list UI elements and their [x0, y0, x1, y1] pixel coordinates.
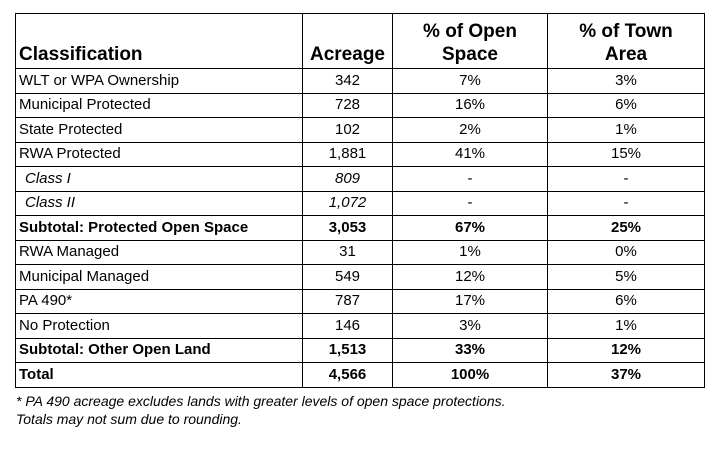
table-row: RWA Managed 31 1% 0% [15, 239, 705, 265]
footnote-rounding: Totals may not sum due to rounding. [16, 411, 242, 427]
header-pct-open-line2: Space [442, 44, 498, 65]
header-pct-open-space: % of Open Space [392, 13, 548, 69]
row-acreage: 102 [302, 117, 393, 143]
row-pct-open: 41% [392, 141, 548, 167]
row-pct-open: 17% [392, 288, 548, 314]
row-pct-open: 12% [392, 264, 548, 290]
row-pct-town: 37% [547, 362, 705, 388]
row-pct-open: 100% [392, 362, 548, 388]
table-row-subtotal: Subtotal: Protected Open Space 3,053 67%… [15, 215, 705, 241]
row-pct-town: 1% [547, 313, 705, 339]
row-pct-town: 1% [547, 117, 705, 143]
row-acreage: 809 [302, 166, 393, 192]
row-acreage: 728 [302, 92, 393, 118]
table-row: No Protection 146 3% 1% [15, 313, 705, 339]
table-row-subtotal: Subtotal: Other Open Land 1,513 33% 12% [15, 337, 705, 363]
row-pct-town: 0% [547, 239, 705, 265]
open-space-table: Classification Acreage % of Open Space %… [15, 13, 705, 388]
header-pct-town-area: % of Town Area [547, 13, 705, 69]
row-label: Class I [15, 166, 303, 192]
footnote-pa490: * PA 490 acreage excludes lands with gre… [16, 393, 506, 409]
row-pct-town: 5% [547, 264, 705, 290]
table-row: Municipal Protected 728 16% 6% [15, 92, 705, 118]
row-pct-town: 6% [547, 288, 705, 314]
row-label: Municipal Protected [15, 92, 303, 118]
row-pct-town: - [547, 166, 705, 192]
row-label: Class II [15, 190, 303, 216]
row-label: PA 490* [15, 288, 303, 314]
row-pct-open: 33% [392, 337, 548, 363]
row-pct-town: 15% [547, 141, 705, 167]
header-acreage: Acreage [302, 13, 393, 69]
table-row-subclass: Class I 809 - - [15, 166, 705, 192]
table-row: PA 490* 787 17% 6% [15, 288, 705, 314]
row-pct-open: 67% [392, 215, 548, 241]
row-label: Total [15, 362, 303, 388]
row-acreage: 342 [302, 68, 393, 94]
header-pct-town-line2: Area [604, 44, 648, 65]
row-pct-town: - [547, 190, 705, 216]
header-pct-open-line1: % of Open [423, 21, 517, 42]
header-pct-town-line1: % of Town [579, 21, 673, 42]
table-row: WLT or WPA Ownership 342 7% 3% [15, 68, 705, 94]
table-row-total: Total 4,566 100% 37% [15, 362, 705, 388]
table-row-subclass: Class II 1,072 - - [15, 190, 705, 216]
row-acreage: 1,513 [302, 337, 393, 363]
row-acreage: 549 [302, 264, 393, 290]
row-acreage: 3,053 [302, 215, 393, 241]
row-label: Municipal Managed [15, 264, 303, 290]
row-pct-open: 16% [392, 92, 548, 118]
row-pct-town: 12% [547, 337, 705, 363]
row-label: RWA Managed [15, 239, 303, 265]
row-acreage: 1,881 [302, 141, 393, 167]
table-row: State Protected 102 2% 1% [15, 117, 705, 143]
open-space-table-container: Classification Acreage % of Open Space %… [15, 13, 705, 388]
row-pct-town: 6% [547, 92, 705, 118]
row-label: RWA Protected [15, 141, 303, 167]
row-acreage: 4,566 [302, 362, 393, 388]
row-label: Subtotal: Protected Open Space [15, 215, 303, 241]
row-pct-open: 1% [392, 239, 548, 265]
row-acreage: 31 [302, 239, 393, 265]
table-row: Municipal Managed 549 12% 5% [15, 264, 705, 290]
row-acreage: 146 [302, 313, 393, 339]
row-acreage: 1,072 [302, 190, 393, 216]
row-pct-open: 3% [392, 313, 548, 339]
row-pct-open: 2% [392, 117, 548, 143]
row-pct-open: - [392, 166, 548, 192]
header-classification: Classification [15, 13, 303, 69]
table-footnotes: * PA 490 acreage excludes lands with gre… [16, 392, 506, 428]
row-acreage: 787 [302, 288, 393, 314]
header-row: Classification Acreage % of Open Space %… [15, 13, 705, 69]
row-pct-open: - [392, 190, 548, 216]
row-pct-town: 25% [547, 215, 705, 241]
row-label: Subtotal: Other Open Land [15, 337, 303, 363]
table-row: RWA Protected 1,881 41% 15% [15, 141, 705, 167]
row-label: State Protected [15, 117, 303, 143]
row-label: No Protection [15, 313, 303, 339]
row-label: WLT or WPA Ownership [15, 68, 303, 94]
row-pct-town: 3% [547, 68, 705, 94]
row-pct-open: 7% [392, 68, 548, 94]
